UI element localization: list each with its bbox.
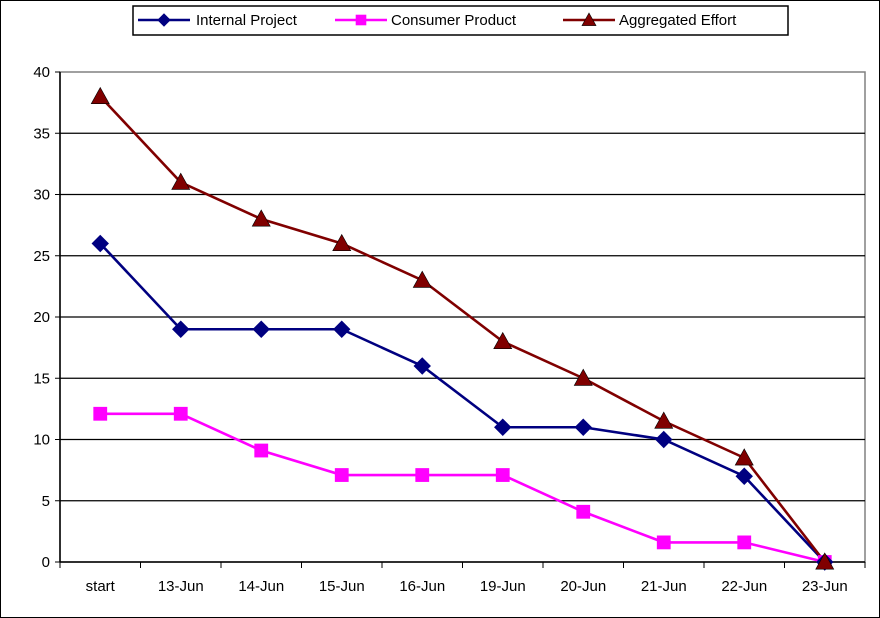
- series-line-aggregated-effort: [99, 95, 826, 563]
- y-tick-label: 0: [42, 554, 50, 571]
- x-tick-label: start: [86, 578, 116, 595]
- data-point-consumer-product: [737, 535, 752, 550]
- legend-box: [132, 5, 789, 36]
- y-tick-label: 30: [33, 187, 50, 204]
- data-point-aggregated-effort: [734, 448, 754, 466]
- data-point-aggregated-effort: [815, 552, 835, 570]
- x-tick-label: 14-Jun: [238, 578, 284, 595]
- x-tick-label: 13-Jun: [158, 578, 204, 595]
- data-point-consumer-product: [415, 468, 430, 482]
- y-tick-label: 35: [33, 125, 50, 142]
- x-tick-label: 19-Jun: [480, 578, 526, 595]
- legend-marker-consumer-product: [355, 14, 367, 26]
- series-line-consumer-product: [100, 412, 826, 564]
- data-point-internal-project: [655, 430, 673, 449]
- data-point-internal-project: [735, 467, 753, 485]
- legend-marker-aggregated-effort: [581, 12, 597, 26]
- data-point-consumer-product: [93, 406, 108, 421]
- legend-label-aggregated-effort: Aggregated Effort: [619, 12, 737, 29]
- legend: Internal Project Consumer Product Aggregat…: [132, 5, 789, 36]
- data-point-internal-project: [252, 320, 270, 338]
- y-tick-label: 5: [42, 493, 50, 510]
- x-tick-label: 20-Jun: [560, 578, 606, 595]
- series-line-internal-project: [99, 242, 826, 563]
- data-point-aggregated-effort: [251, 209, 271, 227]
- x-tick-label: 21-Jun: [641, 578, 687, 595]
- data-point-aggregated-effort: [654, 411, 674, 429]
- data-point-internal-project: [333, 320, 351, 338]
- legend-marker-internal-project: [157, 13, 171, 27]
- data-point-aggregated-effort: [332, 233, 352, 251]
- data-point-aggregated-effort: [171, 172, 191, 190]
- data-point-consumer-product: [334, 468, 349, 482]
- data-point-consumer-product: [254, 443, 269, 458]
- data-point-aggregated-effort: [90, 86, 110, 104]
- data-point-internal-project: [413, 357, 431, 375]
- data-point-internal-project: [91, 234, 109, 253]
- legend-label-internal-project: Internal Project: [196, 12, 298, 29]
- y-tick-label: 25: [33, 248, 50, 265]
- data-point-consumer-product: [576, 504, 591, 519]
- x-tick-label: 22-Jun: [721, 578, 767, 595]
- data-point-aggregated-effort: [493, 331, 513, 350]
- data-point-aggregated-effort: [412, 270, 432, 288]
- x-tick-label: 16-Jun: [399, 578, 445, 595]
- data-point-internal-project: [574, 418, 592, 436]
- y-tick-label: 10: [33, 432, 50, 449]
- y-tick-label: 40: [33, 64, 50, 81]
- data-point-consumer-product: [656, 535, 671, 550]
- data-point-consumer-product: [173, 406, 188, 421]
- x-tick-label: 15-Jun: [319, 578, 365, 595]
- data-point-consumer-product: [495, 468, 510, 482]
- data-point-aggregated-effort: [573, 368, 593, 386]
- y-tick-label: 15: [33, 370, 50, 387]
- y-tick-label: 20: [33, 309, 50, 326]
- x-tick-label: 23-Jun: [802, 578, 848, 595]
- legend-label-consumer-product: Consumer Product: [391, 12, 517, 29]
- data-point-internal-project: [494, 418, 512, 436]
- data-point-internal-project: [172, 320, 190, 338]
